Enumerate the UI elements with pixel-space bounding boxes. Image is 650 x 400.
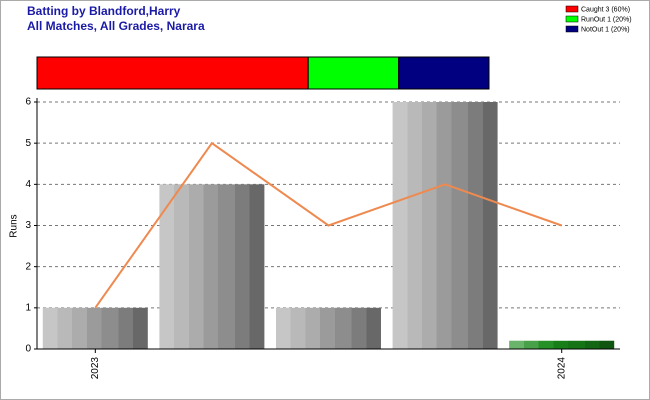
bar-shade: [159, 184, 265, 349]
bar-shade: [42, 307, 148, 349]
bar-shade: [509, 340, 615, 349]
y-tick-label: 2: [25, 261, 31, 272]
line-series: [94, 141, 563, 309]
breakdown-segment: [398, 56, 490, 90]
legend-label: Caught 3 (60%): [581, 6, 630, 13]
legend-label: RunOut 1 (20%): [581, 16, 632, 23]
y-axis-label: Runs: [9, 214, 20, 237]
legend-swatch: [565, 25, 579, 33]
legend-swatch: [565, 15, 579, 23]
y-tick-label: 6: [25, 97, 31, 108]
breakdown-segment: [36, 56, 309, 90]
chart-title: Batting by Blandford,Harry: [27, 4, 181, 18]
chart-subtitle: All Matches, All Grades, Narara: [27, 19, 205, 33]
x-tick-label: 2024: [556, 357, 567, 380]
bar-shade: [276, 307, 381, 349]
legend-swatch: [565, 5, 579, 13]
y-tick-label: 0: [25, 344, 31, 355]
y-tick-label: 5: [25, 138, 31, 149]
y-tick-label: 4: [25, 179, 31, 190]
breakdown-segment: [307, 56, 400, 90]
y-tick-label: 3: [25, 220, 31, 231]
y-tick-label: 1: [25, 302, 31, 313]
legend-label: NotOut 1 (20%): [581, 26, 630, 33]
x-tick-label: 2023: [90, 357, 101, 380]
bar-shade: [392, 102, 498, 349]
